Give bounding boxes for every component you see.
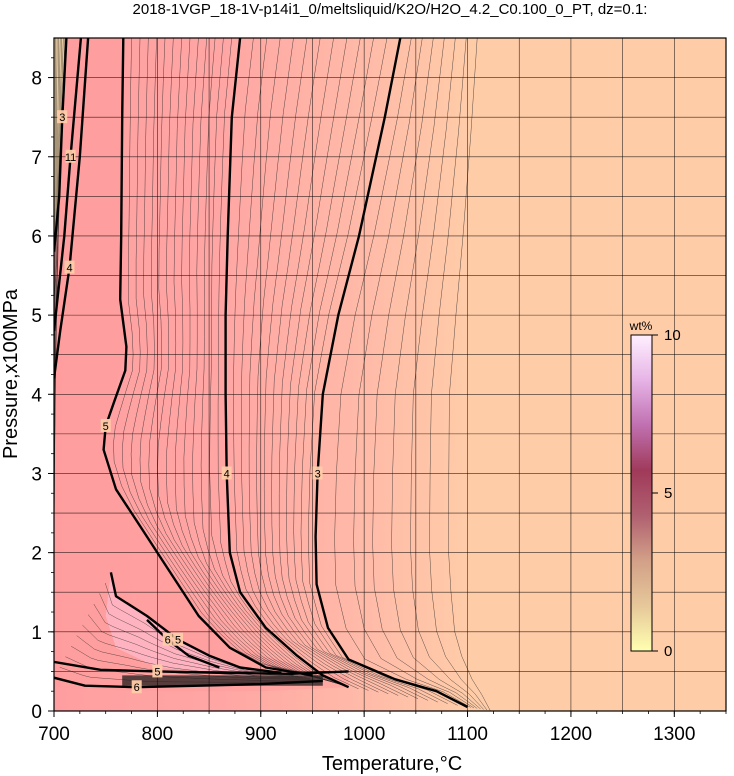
contour-label-bg xyxy=(221,466,232,480)
y-tick-label: 2 xyxy=(31,544,42,565)
minor-contour xyxy=(217,38,347,687)
minor-contour xyxy=(122,38,318,678)
minor-contour xyxy=(278,38,419,700)
colorbar-tick-label: 0 xyxy=(664,643,672,660)
contour-label: 3 xyxy=(59,112,65,124)
minor-contour xyxy=(293,38,438,703)
contour-label-bg xyxy=(131,680,142,694)
y-tick-label: 1 xyxy=(31,623,42,644)
contour-label-bg xyxy=(100,418,111,432)
minor-contour xyxy=(209,38,344,686)
minor-contour xyxy=(166,38,331,682)
x-tick-label: 1200 xyxy=(550,724,592,745)
colorbar-tick-label: 5 xyxy=(664,485,672,502)
minor-contour xyxy=(192,38,339,685)
colorbar-tick-label: 10 xyxy=(664,327,681,344)
minor-contour xyxy=(263,38,399,696)
x-tick-label: 900 xyxy=(245,724,277,745)
minor-contour xyxy=(113,38,316,677)
major-contour-6 xyxy=(146,619,220,669)
contour-label-bg xyxy=(162,632,173,646)
minor-contour xyxy=(300,38,448,704)
contour-label: 6 xyxy=(165,635,171,647)
minor-contour xyxy=(76,635,307,678)
x-tick-label: 800 xyxy=(142,724,174,745)
contour-label: 4 xyxy=(224,468,230,480)
contour-label-bg xyxy=(312,466,323,480)
y-tick-label: 5 xyxy=(31,306,42,327)
x-axis-label: Temperature,°C xyxy=(322,753,462,775)
y-tick-label: 4 xyxy=(31,385,42,406)
contour-label: 4 xyxy=(66,263,72,275)
minor-contour xyxy=(139,38,323,680)
contour-label: 11 xyxy=(65,152,76,164)
colorbar-ticks: 0 5 10 xyxy=(652,327,681,660)
major-contour-3 xyxy=(54,38,68,252)
grid xyxy=(54,38,726,711)
colorbar: wt% 0 5 10 xyxy=(629,319,681,660)
minor-contour xyxy=(54,38,63,401)
contour-label: 3 xyxy=(315,468,321,480)
contour-label-bg xyxy=(57,110,68,124)
x-tick-label: 1300 xyxy=(653,724,695,745)
chart-title: 2018-1VGP_18-1V-p14i1_0/meltsliquid/K2O/… xyxy=(133,1,648,18)
contour-label-bg xyxy=(64,260,75,274)
contour-label-bg xyxy=(65,149,76,163)
minor-contour xyxy=(175,38,334,683)
minor-contour xyxy=(99,593,290,675)
contour-label-bg xyxy=(173,632,184,646)
x-tick-label: 1000 xyxy=(343,724,385,745)
fill-region-lobe xyxy=(105,572,292,676)
minor-contour xyxy=(82,624,303,678)
y-tick-label: 6 xyxy=(31,227,42,248)
major-contour-6 xyxy=(54,676,323,689)
minor-contours xyxy=(54,38,491,711)
colorbar-fill xyxy=(630,334,653,652)
x-tick-label: 1100 xyxy=(447,724,488,745)
contour-label: 5 xyxy=(103,421,109,433)
minor-contour xyxy=(256,38,389,695)
minor-contour xyxy=(233,38,359,690)
minor-contour xyxy=(241,38,369,691)
y-tick-label: 7 xyxy=(31,148,42,169)
major-contour-4 xyxy=(224,38,350,689)
x-tick-label: 700 xyxy=(38,724,70,745)
minor-contour xyxy=(59,666,319,683)
fill-region-low-temp xyxy=(54,38,349,692)
contour-label: 6 xyxy=(134,682,140,694)
y-tick-label: 3 xyxy=(31,464,42,485)
major-contour-3 xyxy=(314,38,469,709)
major-contour-5 xyxy=(54,660,349,675)
minor-contour xyxy=(130,38,321,679)
minor-contour xyxy=(54,38,61,450)
minor-contour xyxy=(183,38,336,684)
contour-label: 5 xyxy=(175,635,181,647)
contour-label: 5 xyxy=(154,666,160,678)
major-contour-11 xyxy=(54,38,83,332)
minor-contour xyxy=(271,38,409,698)
minor-contour xyxy=(200,38,341,685)
y-tick-label: 8 xyxy=(31,69,42,90)
minor-contour xyxy=(308,38,458,706)
major-contour-5 xyxy=(102,38,313,677)
minor-contour xyxy=(148,38,326,680)
y-tick-label: 0 xyxy=(31,702,42,723)
contour-label-bg xyxy=(152,664,163,678)
colorbar-unit: wt% xyxy=(629,319,653,333)
y-axis-label: Pressure,x100MPa xyxy=(0,288,22,459)
